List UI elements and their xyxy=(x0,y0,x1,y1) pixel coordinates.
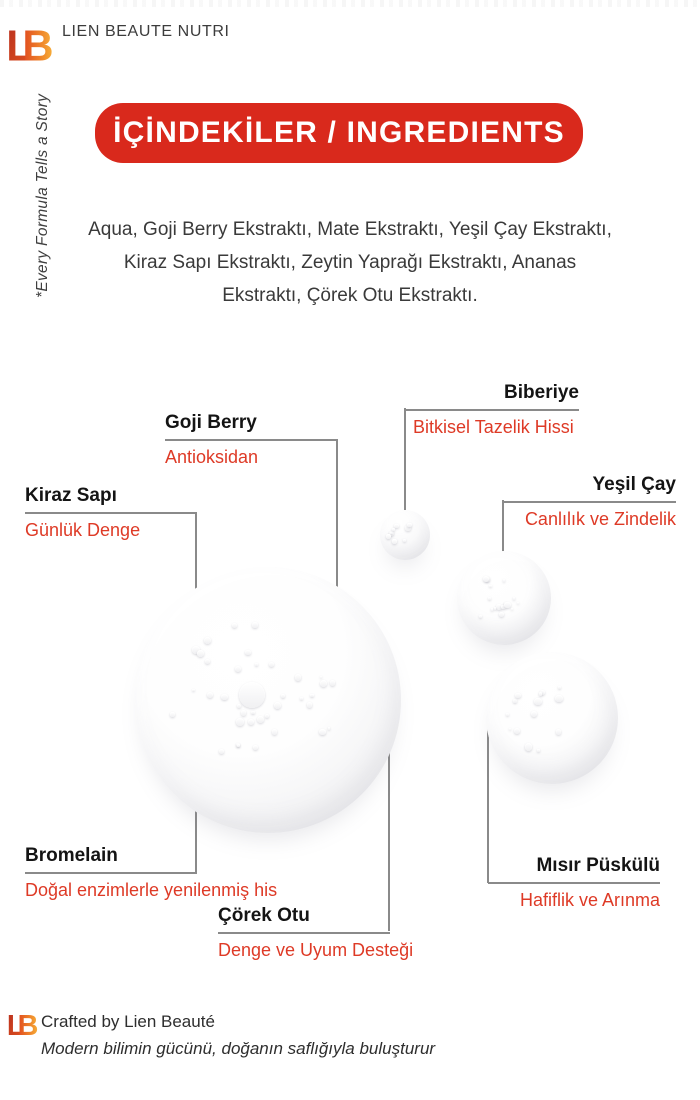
cropped-text-artifact xyxy=(0,0,700,7)
vertical-tagline: *Every Formula Tells a Story xyxy=(34,93,51,298)
callout-title: Bromelain xyxy=(25,845,197,874)
callout-benefit: Denge ve Uyum Desteği xyxy=(218,940,414,960)
connector-goji-berry xyxy=(336,439,338,701)
callout-goji-berry: Goji Berry Antioksidan xyxy=(165,412,338,468)
ingredients-line: Kiraz Sapı Ekstraktı, Zeytin Yaprağı Eks… xyxy=(123,252,577,273)
callout-title: Çörek Otu xyxy=(218,905,390,934)
footer-tagline: Modern bilimin gücünü, doğanın saflığıyl… xyxy=(41,1039,436,1058)
logo-letter-b: B xyxy=(22,23,53,67)
callout-benefit: Bitkisel Tazelik Hissi xyxy=(413,417,574,437)
callout-bromelain: Bromelain Doğal enzimlerle yenilenmiş hi… xyxy=(25,845,278,901)
logo-letter-b: B xyxy=(18,1010,38,1039)
callout-biberiye: Biberiye Bitkisel Tazelik Hissi xyxy=(405,382,579,438)
callout-benefit: Doğal enzimlerle yenilenmiş his xyxy=(25,880,278,900)
logo-letter-l: L xyxy=(8,1010,24,1039)
droplet-main xyxy=(135,567,401,833)
crafted-by-text: Crafted by Lien Beauté xyxy=(41,1012,215,1031)
callout-benefit: Günlük Denge xyxy=(25,520,141,540)
droplet-misir-puskulu xyxy=(486,652,618,784)
connector-corek-otu xyxy=(388,700,390,931)
callout-title: Goji Berry xyxy=(165,412,338,441)
logo-letter-l: L xyxy=(8,23,33,67)
connector-misir-puskulu xyxy=(487,718,489,883)
footer-logo-lb-icon: L B xyxy=(8,1010,38,1039)
callout-title: Biberiye xyxy=(405,382,579,411)
ingredients-line: Aqua, Goji Berry Ekstraktı, Mate Ekstrak… xyxy=(88,219,612,240)
callout-corek-otu: Çörek Otu Denge ve Uyum Desteği xyxy=(218,905,414,961)
callout-title: Yeşil Çay xyxy=(503,474,676,503)
ingredients-paragraph: Aqua, Goji Berry Ekstraktı, Mate Ekstrak… xyxy=(60,213,640,312)
callout-title: Mısır Püskülü xyxy=(488,855,660,884)
section-title-banner: İÇİNDEKİLER / INGREDIENTS xyxy=(95,103,583,163)
callout-kiraz-sapi: Kiraz Sapı Günlük Denge xyxy=(25,485,197,541)
connector-yesil-cay xyxy=(502,500,504,598)
droplet-yesil-cay xyxy=(457,551,551,645)
brand-logo-lb-icon: L B xyxy=(8,23,53,67)
callout-benefit: Antioksidan xyxy=(165,447,259,467)
callout-benefit: Canlılık ve Zindelik xyxy=(524,509,676,529)
callout-yesil-cay: Yeşil Çay Canlılık ve Zindelik xyxy=(503,474,676,530)
ingredients-line: Ekstraktı, Çörek Otu Ekstraktı. xyxy=(222,285,478,306)
brand-name: LIEN BEAUTE NUTRI xyxy=(62,23,230,40)
droplet-biberiye xyxy=(380,510,430,560)
callout-benefit: Hafiflik ve Arınma xyxy=(519,890,660,910)
callout-misir-puskulu: Mısır Püskülü Hafiflik ve Arınma xyxy=(488,855,660,911)
callout-title: Kiraz Sapı xyxy=(25,485,197,514)
connector-biberiye xyxy=(404,408,406,536)
